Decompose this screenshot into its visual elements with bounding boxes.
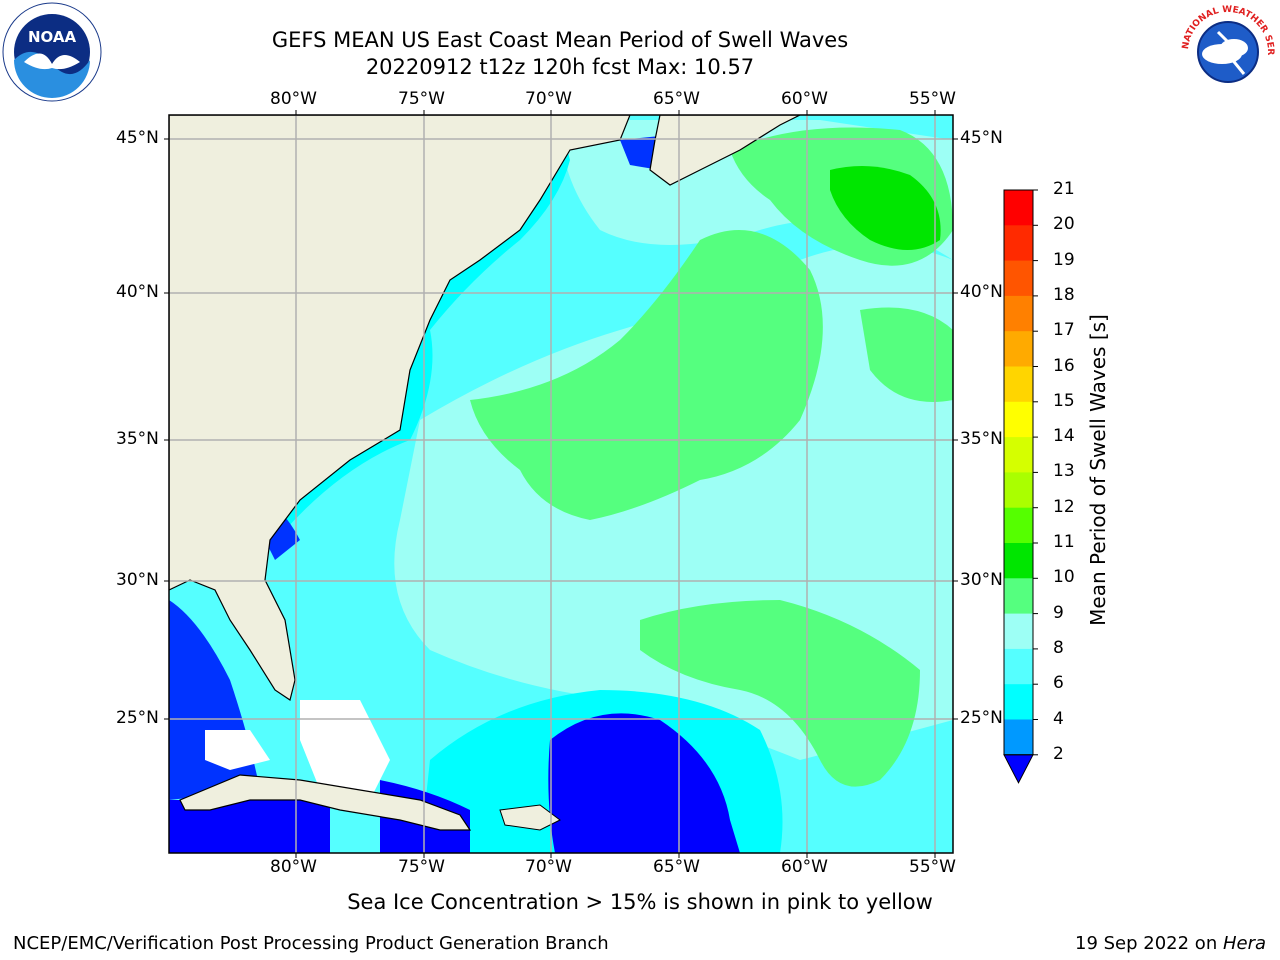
- lon-label-top: 60°W: [781, 89, 828, 109]
- colorbar-segment: [1004, 719, 1033, 756]
- colorbar-tick-label: 14: [1053, 426, 1075, 447]
- map-subtitle: 20220912 t12z 120h fcst Max: 10.57: [365, 55, 755, 79]
- colorbar-segment: [1004, 331, 1033, 367]
- lat-label-right: 25°N: [960, 708, 1003, 728]
- graticule: [169, 115, 953, 853]
- colorbar-tick-label: 17: [1053, 320, 1075, 341]
- colorbar-tick-label: 20: [1053, 214, 1075, 235]
- colorbar-tick-label: 16: [1053, 355, 1075, 376]
- colorbar: [1003, 189, 1038, 784]
- colorbar-tick-label: 11: [1053, 532, 1075, 552]
- lon-label-bottom: 70°W: [525, 857, 572, 877]
- colorbar-segment: [1004, 295, 1033, 332]
- colorbar-tick-label: 12: [1053, 496, 1075, 517]
- lat-label-right: 35°N: [960, 429, 1003, 449]
- lon-label-top: 75°W: [398, 89, 445, 109]
- date-value: 19 Sep 2022 on: [1075, 933, 1223, 954]
- credit-text: NCEP/EMC/Verification Post Processing Pr…: [13, 933, 609, 954]
- map-title: GEFS MEAN US East Coast Mean Period of S…: [271, 28, 849, 52]
- colorbar-segment: [1004, 366, 1033, 403]
- colorbar-segment: [1004, 684, 1033, 720]
- nws-logo: NATIONAL WEATHER SERVICE: [1175, 0, 1278, 102]
- colorbar-tick-label: 19: [1053, 249, 1075, 270]
- lat-label-left: 35°N: [116, 429, 159, 449]
- lon-label-bottom: 75°W: [398, 857, 445, 877]
- swell-period-field: [169, 115, 953, 853]
- lon-label-bottom: 60°W: [781, 857, 828, 877]
- colorbar-tick-label: 6: [1053, 673, 1064, 694]
- lon-label-top: 65°W: [653, 89, 700, 109]
- colorbar-tick-label: 10: [1053, 567, 1075, 588]
- lat-label-left: 30°N: [116, 570, 159, 590]
- colorbar-segment: [1004, 472, 1033, 509]
- lon-label-bottom: 80°W: [270, 857, 317, 877]
- colorbar-tick-label: 15: [1053, 390, 1075, 411]
- noaa-logo: NOAA: [2, 2, 102, 102]
- lat-label-left: 45°N: [116, 128, 159, 148]
- colorbar-tick-label: 8: [1053, 637, 1064, 658]
- lon-label-top: 80°W: [270, 89, 317, 109]
- colorbar-tick-label: 2: [1053, 743, 1064, 764]
- colorbar-segment: [1004, 225, 1033, 262]
- colorbar-segment: [1004, 437, 1033, 473]
- lon-label-bottom: 55°W: [909, 857, 956, 877]
- lon-label-top: 70°W: [525, 89, 572, 109]
- machine-name: Hera: [1222, 933, 1266, 954]
- lon-label-top: 55°W: [909, 89, 956, 109]
- date-text: 19 Sep 2022 on Hera: [1075, 933, 1266, 954]
- colorbar-tick-label: 4: [1053, 708, 1064, 729]
- colorbar-label: Mean Period of Swell Waves [s]: [1086, 314, 1110, 626]
- lat-label-left: 25°N: [116, 708, 159, 728]
- colorbar-segment: [1004, 507, 1033, 544]
- colorbar-segment: [1004, 543, 1033, 579]
- colorbar-segment: [1004, 260, 1033, 297]
- colorbar-segment: [1004, 401, 1033, 438]
- colorbar-segment: [1004, 648, 1033, 685]
- colorbar-extend-arrow: [1003, 754, 1034, 784]
- sea-ice-note: Sea Ice Concentration > 15% is shown in …: [347, 890, 933, 914]
- colorbar-tick-label: 21: [1053, 179, 1075, 199]
- colorbar-tick-label: 13: [1053, 461, 1075, 482]
- colorbar-segment: [1004, 190, 1033, 226]
- lat-label-right: 30°N: [960, 570, 1003, 590]
- lat-label-left: 40°N: [116, 282, 159, 302]
- svg-text:NOAA: NOAA: [28, 28, 77, 46]
- colorbar-segment: [1004, 578, 1033, 615]
- map-frame: [168, 114, 954, 854]
- lon-label-bottom: 65°W: [653, 857, 700, 877]
- colorbar-segment: [1004, 613, 1033, 650]
- colorbar-tick-label: 18: [1053, 284, 1075, 305]
- lat-label-right: 40°N: [960, 282, 1003, 302]
- lat-label-right: 45°N: [960, 128, 1003, 148]
- colorbar-tick-label: 9: [1053, 602, 1064, 623]
